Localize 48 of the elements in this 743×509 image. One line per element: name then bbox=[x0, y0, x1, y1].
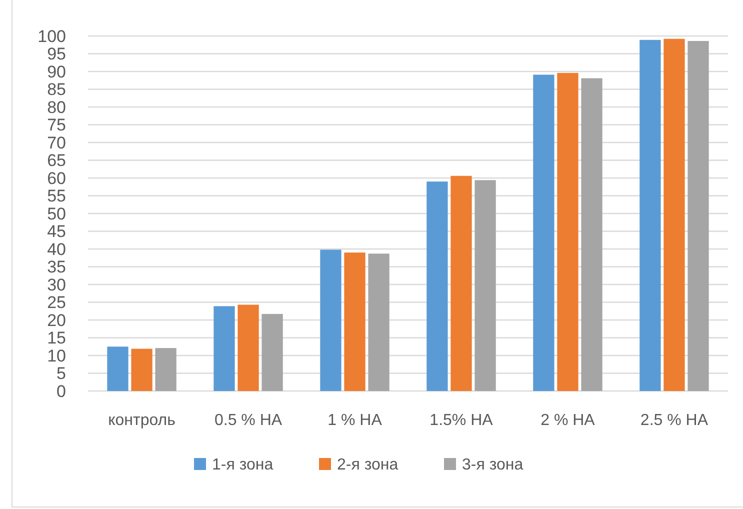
bar bbox=[581, 78, 602, 391]
y-tick-label: 30 bbox=[47, 275, 66, 294]
y-tick-label: 10 bbox=[47, 346, 66, 366]
y-tick-label: 45 bbox=[47, 222, 66, 242]
y-tick-label: 80 bbox=[47, 98, 66, 117]
bar bbox=[426, 182, 448, 391]
bar bbox=[368, 254, 390, 391]
y-tick-label: 0 bbox=[56, 382, 66, 401]
legend-label: 2-я зона bbox=[337, 456, 398, 474]
y-tick-label: 15 bbox=[47, 328, 66, 348]
y-tick-label: 60 bbox=[47, 168, 66, 188]
bar bbox=[640, 40, 661, 391]
bar bbox=[664, 38, 685, 391]
bar bbox=[450, 176, 472, 391]
y-tick-label: 50 bbox=[47, 204, 66, 224]
y-tick-label: 20 bbox=[47, 310, 66, 330]
y-tick-label: 25 bbox=[47, 293, 66, 312]
x-tick-label: 1.5% НА bbox=[430, 412, 494, 429]
legend-label: 1-я зона bbox=[212, 456, 274, 474]
y-tick-label: 40 bbox=[47, 240, 66, 259]
bar bbox=[155, 348, 176, 391]
bar bbox=[557, 72, 578, 391]
y-tick-label: 75 bbox=[47, 116, 66, 135]
bar bbox=[262, 314, 283, 391]
bar bbox=[238, 304, 259, 391]
bar bbox=[131, 348, 152, 391]
bar bbox=[688, 40, 709, 391]
x-tick-label: 2.5 % НА bbox=[640, 412, 708, 429]
bar bbox=[320, 250, 342, 391]
y-tick-label: 95 bbox=[47, 44, 66, 64]
bar bbox=[214, 306, 235, 391]
y-tick-label: 65 bbox=[47, 151, 66, 170]
x-tick-label: 1 % НА bbox=[328, 412, 382, 429]
x-tick-label: контроль bbox=[108, 412, 176, 429]
x-tick-label: 2 % НА bbox=[540, 412, 596, 429]
bar bbox=[533, 74, 554, 391]
y-tick-label: 55 bbox=[47, 186, 66, 206]
y-tick-label: 5 bbox=[56, 364, 66, 384]
y-tick-label: 90 bbox=[47, 62, 66, 82]
bar bbox=[344, 252, 366, 391]
y-tick-label: 100 bbox=[38, 26, 66, 46]
x-tick-label: 0.5 % НА bbox=[214, 412, 282, 429]
bar bbox=[107, 346, 128, 391]
y-tick-label: 85 bbox=[47, 80, 66, 100]
bar bbox=[474, 180, 496, 391]
y-tick-label: 35 bbox=[47, 258, 66, 277]
legend-label: 3-я зона bbox=[462, 456, 524, 474]
y-tick-label: 70 bbox=[47, 133, 66, 152]
